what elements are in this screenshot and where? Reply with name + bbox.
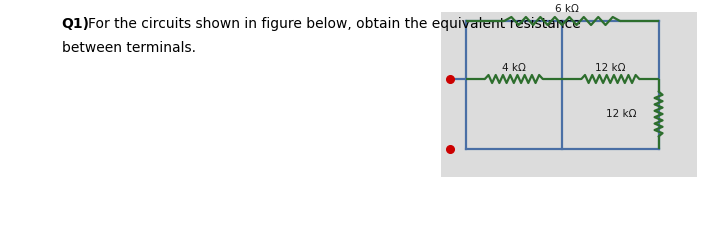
Text: 6 kΩ: 6 kΩ <box>555 4 579 14</box>
Text: Q1): Q1) <box>62 17 90 31</box>
Text: 4 kΩ: 4 kΩ <box>502 63 526 73</box>
Text: 12 kΩ: 12 kΩ <box>606 109 637 119</box>
FancyBboxPatch shape <box>441 12 697 177</box>
Text: For the circuits shown in figure below, obtain the equivalent resistance: For the circuits shown in figure below, … <box>88 17 580 31</box>
Text: between terminals.: between terminals. <box>62 41 196 55</box>
Text: 12 kΩ: 12 kΩ <box>595 63 626 73</box>
